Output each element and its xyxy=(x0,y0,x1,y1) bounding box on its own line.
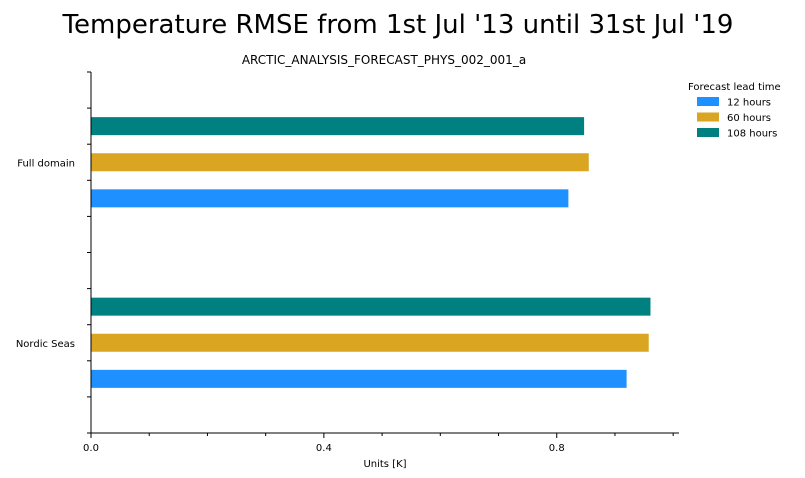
x-tick-label: 0.0 xyxy=(83,443,99,454)
legend: Forecast lead time 12 hours 60 hours 108 h… xyxy=(688,82,781,140)
y-minor-ticks xyxy=(87,71,91,434)
legend-items: 12 hours 60 hours 108 hours xyxy=(697,97,777,140)
legend-label: 12 hours xyxy=(727,98,771,109)
bar-1-2 xyxy=(91,297,651,316)
x-tick-label: 0.4 xyxy=(316,443,332,454)
bar-0-1 xyxy=(91,153,589,172)
legend-label: 108 hours xyxy=(727,129,777,140)
legend-label: 60 hours xyxy=(727,113,771,124)
bar-1-0 xyxy=(91,369,627,388)
legend-swatch xyxy=(697,112,719,122)
x-tick-label: 0.8 xyxy=(549,443,565,454)
y-tick-label: Nordic Seas xyxy=(16,339,75,350)
bar-1-1 xyxy=(91,333,649,352)
chart-subtitle: ARCTIC_ANALYSIS_FORECAST_PHYS_002_001_a xyxy=(242,53,526,67)
legend-swatch xyxy=(697,97,719,106)
y-tick-label: Full domain xyxy=(17,158,75,169)
y-tick-labels: Full domain Nordic Seas xyxy=(16,158,75,350)
bars-group xyxy=(91,117,651,388)
bar-0-0 xyxy=(91,189,569,208)
chart-title: Temperature RMSE from 1st Jul '13 until … xyxy=(62,10,734,40)
x-axis-label: Units [K] xyxy=(363,459,406,470)
x-ticks: 0.0 0.4 0.8 xyxy=(83,433,674,454)
bar-0-2 xyxy=(91,117,585,136)
legend-swatch xyxy=(697,128,719,137)
legend-title: Forecast lead time xyxy=(688,82,781,93)
